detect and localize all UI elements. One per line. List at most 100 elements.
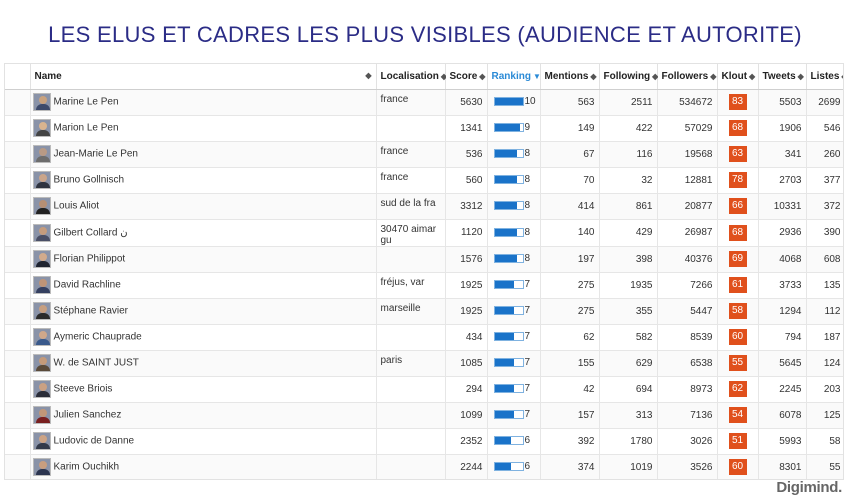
avatar[interactable] <box>32 354 51 372</box>
header-tweets[interactable]: Tweets ◆ <box>758 64 807 90</box>
followers-cell: 534672 <box>657 89 718 116</box>
header-localisation[interactable]: Localisation ◆ <box>376 64 447 90</box>
profile-name-link[interactable]: Stéphane Ravier <box>53 305 129 317</box>
profile-name-link[interactable]: Marion Le Pen <box>53 122 119 134</box>
listes-cell: 546 <box>806 115 843 142</box>
tweets-cell: 8301 <box>758 454 807 479</box>
avatar[interactable] <box>32 458 51 476</box>
sort-icon: ◆ <box>365 70 372 80</box>
localisation-cell: 30470 aimargu <box>376 219 446 247</box>
table-row[interactable]: Marion Le Pen 1341 9 149 422 57029 68 19… <box>5 115 843 142</box>
row-select-cell <box>5 324 31 351</box>
profile-name-link[interactable]: Julien Sanchez <box>53 409 122 421</box>
avatar[interactable] <box>32 380 51 398</box>
profile-name-link[interactable]: Jean-Marie Le Pen <box>53 148 139 160</box>
row-select-cell <box>5 454 31 479</box>
name-cell: Bruno Gollnisch <box>30 167 377 194</box>
avatar[interactable] <box>32 250 51 268</box>
name-cell: Marine Le Pen <box>30 89 377 116</box>
header-klout[interactable]: Klout ◆ <box>717 64 759 90</box>
profile-name-link[interactable]: Florian Philippot <box>53 253 126 265</box>
profile-name-link[interactable]: Gilbert Collard ن <box>53 227 128 238</box>
tweets-cell: 5645 <box>758 350 807 377</box>
ranking-cell: 7 <box>487 402 541 429</box>
avatar[interactable] <box>32 276 51 294</box>
listes-cell: 608 <box>806 246 843 273</box>
profile-name-link[interactable]: Marine Le Pen <box>53 96 119 108</box>
profile-name-link[interactable]: Bruno Gollnisch <box>53 174 125 186</box>
avatar[interactable] <box>32 171 51 189</box>
klout-badge: 78 <box>728 172 747 188</box>
sort-icon: ◆ <box>749 71 756 81</box>
table-row[interactable]: Stéphane Ravier marseille 1925 7 275 355… <box>5 298 843 325</box>
table-row[interactable]: Marine Le Pen france 5630 10 563 2511 53… <box>5 89 843 116</box>
table-row[interactable]: Florian Philippot 1576 8 197 398 40376 6… <box>5 246 843 273</box>
avatar[interactable] <box>32 93 51 111</box>
ranking-bar <box>493 332 524 342</box>
mentions-cell: 414 <box>540 193 600 220</box>
table-row[interactable]: Jean-Marie Le Pen france 536 8 67 116 19… <box>5 141 843 168</box>
row-select-cell <box>5 376 31 403</box>
klout-badge: 69 <box>728 251 747 267</box>
table-row[interactable]: Karim Ouchikh 2244 6 374 1019 3526 60 83… <box>5 454 843 479</box>
following-cell: 1019 <box>599 454 658 479</box>
ranking-bar-fill <box>494 124 520 132</box>
table-row[interactable]: Aymeric Chauprade 434 7 62 582 8539 60 7… <box>5 324 843 351</box>
ranking-value: 6 <box>524 461 531 473</box>
klout-cell: 63 <box>717 141 759 168</box>
ranking-bar <box>493 254 524 264</box>
avatar[interactable] <box>32 406 51 424</box>
page-title: LES ELUS ET CADRES LES PLUS VISIBLES (AU… <box>48 22 802 47</box>
score-cell: 3312 <box>445 193 488 220</box>
sort-icon: ◆ <box>797 71 804 81</box>
klout-cell: 83 <box>717 89 759 116</box>
table-row[interactable]: Bruno Gollnisch france 560 8 70 32 12881… <box>5 167 843 194</box>
row-select-cell <box>5 141 31 168</box>
avatar[interactable] <box>32 145 51 163</box>
avatar[interactable] <box>32 432 51 450</box>
table-row[interactable]: David Rachline fréjus, var 1925 7 275 19… <box>5 272 843 299</box>
avatar[interactable] <box>32 302 51 320</box>
table-row[interactable]: Louis Aliot sud de la fra 3312 8 414 861… <box>5 193 843 220</box>
table-row[interactable]: Julien Sanchez 1099 7 157 313 7136 54 60… <box>5 402 843 429</box>
ranking-value: 8 <box>524 200 531 212</box>
ranking-bar-fill <box>494 385 515 393</box>
header-listes[interactable]: Listes◆ <box>806 64 843 90</box>
header-score[interactable]: Score ◆ <box>445 64 488 90</box>
klout-cell: 61 <box>717 272 759 299</box>
klout-cell: 51 <box>717 428 759 455</box>
profile-name-link[interactable]: David Rachline <box>53 279 121 291</box>
klout-badge: 60 <box>728 459 747 475</box>
profile-name-link[interactable]: Karim Ouchikh <box>53 461 120 473</box>
avatar[interactable] <box>32 119 51 137</box>
header-name[interactable]: Name ◆ <box>30 64 377 90</box>
tweets-cell: 341 <box>758 141 807 168</box>
avatar[interactable] <box>32 197 51 215</box>
avatar[interactable] <box>32 328 51 346</box>
header-followers[interactable]: Followers ◆ <box>657 64 718 90</box>
header-mentions[interactable]: Mentions ◆ <box>540 64 600 90</box>
table-row[interactable]: Ludovic de Danne 2352 6 392 1780 3026 51… <box>5 428 843 455</box>
profile-name-link[interactable]: Steeve Briois <box>53 383 113 395</box>
tweets-cell: 1294 <box>758 298 807 325</box>
ranking-cell: 8 <box>487 193 541 220</box>
avatar[interactable] <box>32 223 51 242</box>
profile-name-link[interactable]: Louis Aliot <box>53 200 100 212</box>
table-row[interactable]: Steeve Briois 294 7 42 694 8973 62 2245 … <box>5 376 843 403</box>
localisation-cell: france <box>376 141 446 168</box>
followers-cell: 26987 <box>657 219 718 247</box>
header-following[interactable]: Following ◆ <box>599 64 658 90</box>
profile-name-link[interactable]: W. de SAINT JUST <box>53 357 139 369</box>
ranking-bar-fill <box>494 359 515 367</box>
row-select-cell <box>5 115 31 142</box>
ranking-value: 8 <box>524 253 531 265</box>
profile-name-link[interactable]: Ludovic de Danne <box>53 435 135 447</box>
mentions-cell: 157 <box>540 402 600 429</box>
header-ranking[interactable]: Ranking ▼ <box>487 64 541 90</box>
profile-name-link[interactable]: Aymeric Chauprade <box>53 331 142 343</box>
ranking-value: 9 <box>524 122 531 134</box>
score-cell: 1925 <box>445 272 488 299</box>
table-row[interactable]: Gilbert Collard ن 30470 aimargu 1120 8 1… <box>5 219 843 247</box>
table-row[interactable]: W. de SAINT JUST paris 1085 7 155 629 65… <box>5 350 843 377</box>
klout-badge: 68 <box>728 224 747 241</box>
